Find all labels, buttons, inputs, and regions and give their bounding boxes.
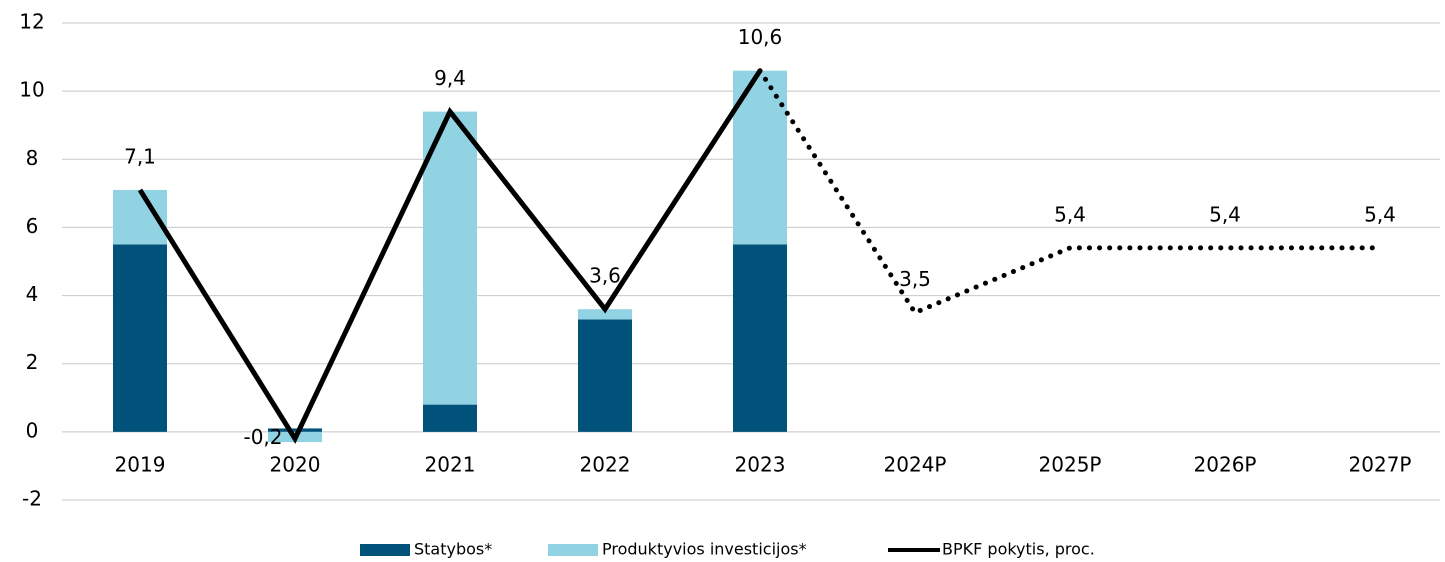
- x-tick-label: 2021: [425, 453, 476, 477]
- y-tick-label: -2: [22, 487, 42, 511]
- x-tick-label: 2020: [270, 453, 321, 477]
- x-tick-label: 2024P: [884, 453, 947, 477]
- y-tick-label: 0: [26, 418, 39, 442]
- bar: [423, 111, 477, 405]
- bar: [423, 404, 477, 432]
- data-label: 5,4: [1209, 202, 1241, 226]
- y-tick-label: 2: [26, 350, 39, 374]
- y-tick-label: 8: [26, 146, 39, 170]
- data-label: -0,2: [243, 425, 282, 449]
- y-tick-label: 12: [19, 10, 44, 34]
- bar: [268, 428, 322, 432]
- x-tick-label: 2027P: [1349, 453, 1412, 477]
- y-tick-label: 6: [26, 214, 39, 238]
- data-label: 9,4: [434, 66, 466, 90]
- x-tick-label: 2025P: [1039, 453, 1102, 477]
- legend-label: BPKF pokytis, proc.: [942, 540, 1095, 559]
- data-label: 5,4: [1054, 202, 1086, 226]
- x-tick-label: 2023: [735, 453, 786, 477]
- data-label: 3,6: [589, 264, 621, 288]
- data-label: 5,4: [1364, 202, 1396, 226]
- x-tick-label: 2022: [580, 453, 631, 477]
- x-tick-label: 2026P: [1194, 453, 1257, 477]
- y-tick-label: 4: [26, 282, 39, 306]
- legend-swatch: [360, 544, 410, 556]
- data-label: 3,5: [899, 267, 931, 291]
- legend-swatch: [548, 544, 598, 556]
- legend: Statybos* Produktyvios investicijos* BPKF …: [360, 540, 1095, 559]
- legend-label: Produktyvios investicijos*: [602, 540, 807, 559]
- x-tick-label: 2019: [115, 453, 166, 477]
- line: [137, 69, 763, 444]
- bar: [578, 319, 632, 432]
- bar: [733, 244, 787, 432]
- forecast-line: [757, 68, 1383, 316]
- data-label: 10,6: [738, 25, 783, 49]
- data-label: 7,1: [124, 144, 156, 168]
- bar: [113, 244, 167, 432]
- legend-label: Statybos*: [414, 540, 492, 559]
- y-tick-label: 10: [19, 78, 44, 102]
- bar: [578, 309, 632, 320]
